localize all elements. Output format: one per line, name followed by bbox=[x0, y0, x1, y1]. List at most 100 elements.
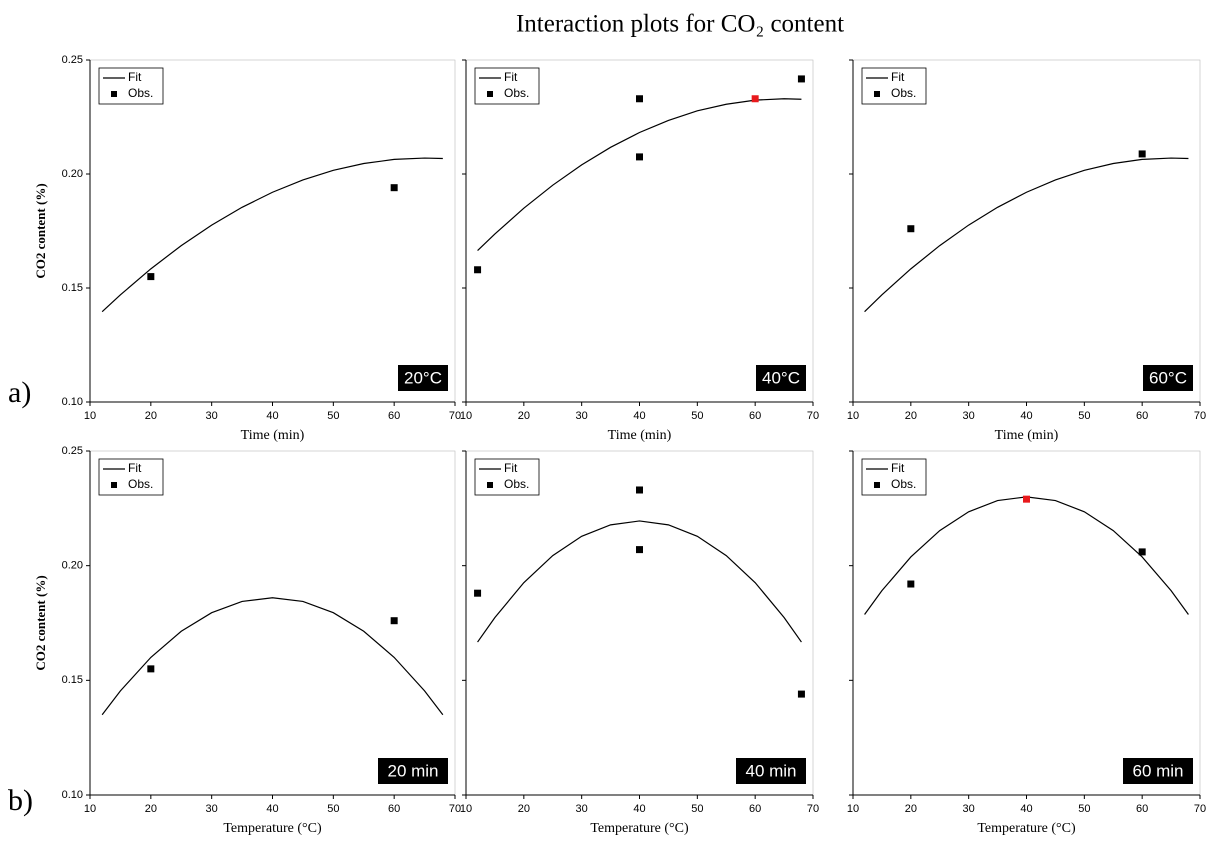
y-tick-label: 0.10 bbox=[62, 789, 83, 801]
legend-marker bbox=[111, 91, 117, 97]
y-axis-label: CO2 content (%) bbox=[33, 575, 48, 670]
row-label: a) bbox=[8, 376, 31, 409]
y-tick-label: 0.15 bbox=[62, 674, 83, 686]
obs-point bbox=[474, 266, 482, 274]
x-tick-label: 70 bbox=[1194, 803, 1206, 815]
x-tick-label: 60 bbox=[1136, 410, 1148, 422]
legend-label: Obs. bbox=[504, 86, 529, 100]
obs-point bbox=[636, 546, 643, 554]
plot-frame bbox=[852, 59, 1201, 403]
x-tick-label: 50 bbox=[1078, 410, 1090, 422]
x-tick-label: 10 bbox=[84, 803, 96, 815]
x-tick-label: 30 bbox=[963, 803, 975, 815]
figure-title: Interaction plots for CO₂ content bbox=[516, 11, 844, 38]
legend-label: Fit bbox=[504, 461, 518, 475]
x-tick-label: 40 bbox=[1020, 410, 1032, 422]
legend-label: Fit bbox=[128, 70, 142, 84]
x-tick-label: 60 bbox=[749, 410, 761, 422]
obs-point bbox=[907, 225, 915, 233]
obs-point bbox=[474, 589, 482, 597]
legend-label: Obs. bbox=[504, 477, 529, 491]
x-tick-label: 60 bbox=[1136, 803, 1148, 815]
obs-point bbox=[751, 95, 759, 103]
x-tick-label: 60 bbox=[388, 803, 400, 815]
y-tick-label: 0.25 bbox=[62, 445, 83, 457]
legend-label: Obs. bbox=[891, 477, 916, 491]
obs-point bbox=[147, 273, 155, 281]
x-tick-label: 40 bbox=[633, 410, 645, 422]
x-axis-label: Temperature (°C) bbox=[977, 821, 1076, 836]
legend-label: Fit bbox=[128, 461, 142, 475]
x-tick-label: 30 bbox=[206, 410, 218, 422]
x-tick-label: 70 bbox=[449, 410, 461, 422]
annotation-box bbox=[736, 758, 806, 784]
fit-line bbox=[101, 157, 443, 313]
x-tick-label: 10 bbox=[84, 410, 96, 422]
annotation: 40°C bbox=[762, 368, 800, 387]
legend-box bbox=[98, 458, 164, 496]
plot-frame bbox=[89, 450, 456, 796]
x-tick-label: 20 bbox=[145, 803, 157, 815]
obs-point bbox=[797, 75, 805, 83]
obs-point bbox=[1023, 495, 1030, 503]
y-tick-label: 0.20 bbox=[62, 168, 83, 180]
x-tick-label: 20 bbox=[518, 803, 530, 815]
x-tick-label: 10 bbox=[847, 803, 859, 815]
fit-line bbox=[477, 98, 802, 252]
annotation: 20 min bbox=[387, 761, 438, 780]
annotation: 60°C bbox=[1149, 368, 1187, 387]
x-tick-label: 60 bbox=[749, 803, 761, 815]
obs-point bbox=[907, 580, 915, 588]
legend-label: Fit bbox=[504, 70, 518, 84]
x-axis-label: Temperature (°C) bbox=[590, 821, 689, 836]
fit-line bbox=[101, 597, 444, 716]
legend-box bbox=[474, 458, 540, 496]
annotation: 20°C bbox=[404, 368, 442, 387]
obs-point bbox=[636, 95, 643, 103]
annotation-box bbox=[756, 365, 806, 391]
plot-frame bbox=[465, 450, 814, 796]
x-tick-label: 50 bbox=[691, 803, 703, 815]
legend-marker bbox=[111, 482, 117, 488]
legend-label: Obs. bbox=[128, 477, 153, 491]
obs-point bbox=[147, 665, 155, 673]
x-axis-label: Time (min) bbox=[608, 428, 672, 443]
x-tick-label: 20 bbox=[905, 410, 917, 422]
x-tick-label: 70 bbox=[1194, 410, 1206, 422]
y-tick-label: 0.15 bbox=[62, 282, 83, 294]
x-tick-label: 50 bbox=[691, 410, 703, 422]
x-tick-label: 30 bbox=[576, 410, 588, 422]
obs-point bbox=[1138, 548, 1146, 556]
obs-point bbox=[390, 617, 398, 625]
x-axis-label: Time (min) bbox=[241, 428, 305, 443]
annotation: 40 min bbox=[745, 761, 796, 780]
legend-marker bbox=[874, 482, 880, 488]
obs-point bbox=[390, 184, 398, 192]
x-tick-label: 30 bbox=[576, 803, 588, 815]
x-tick-label: 70 bbox=[807, 803, 819, 815]
legend-label: Obs. bbox=[891, 86, 916, 100]
legend-marker bbox=[874, 91, 880, 97]
legend-box bbox=[861, 67, 927, 105]
y-tick-label: 0.20 bbox=[62, 560, 83, 572]
legend-box bbox=[98, 67, 164, 105]
annotation-box bbox=[398, 365, 448, 391]
legend-label: Fit bbox=[891, 461, 905, 475]
x-axis-label: Time (min) bbox=[995, 428, 1059, 443]
plot-frame bbox=[89, 59, 456, 403]
obs-point bbox=[1138, 150, 1146, 158]
legend-marker bbox=[487, 91, 493, 97]
fit-line bbox=[864, 157, 1189, 313]
annotation-box bbox=[1143, 365, 1193, 391]
x-tick-label: 20 bbox=[905, 803, 917, 815]
fit-line bbox=[864, 496, 1189, 615]
y-tick-label: 0.25 bbox=[62, 54, 83, 66]
y-tick-label: 0.10 bbox=[62, 396, 83, 408]
x-tick-label: 20 bbox=[518, 410, 530, 422]
x-tick-label: 10 bbox=[460, 803, 472, 815]
x-tick-label: 50 bbox=[327, 803, 339, 815]
legend-box bbox=[474, 67, 540, 105]
legend-label: Fit bbox=[891, 70, 905, 84]
